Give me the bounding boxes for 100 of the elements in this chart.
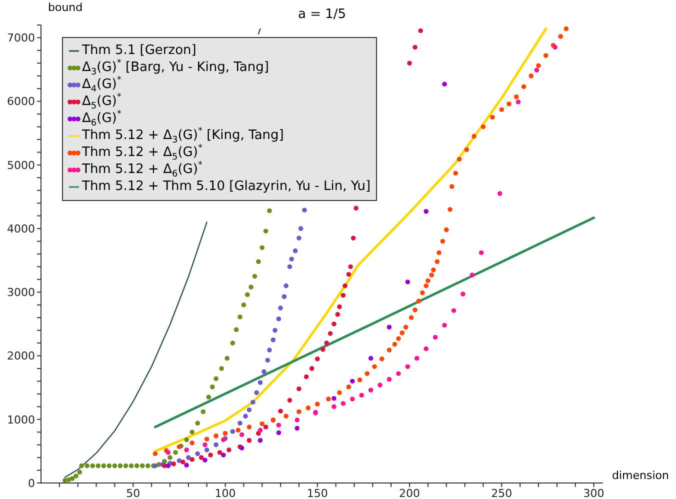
point <box>324 340 330 346</box>
point <box>278 306 283 310</box>
point <box>246 424 252 430</box>
legend-label: Δ$_{6}$(G)$^{*}$ <box>82 110 122 129</box>
point <box>101 463 106 468</box>
point <box>258 380 263 385</box>
point <box>314 402 320 407</box>
point <box>222 430 228 436</box>
point <box>309 366 314 371</box>
point <box>296 236 302 240</box>
point <box>140 463 145 468</box>
point <box>448 207 452 212</box>
x-tick-label: 150 <box>306 486 328 499</box>
y-tick-label: 7000 <box>7 32 35 45</box>
point <box>287 264 292 270</box>
point <box>424 346 429 352</box>
point <box>314 356 320 362</box>
point <box>152 451 158 456</box>
point <box>184 437 189 442</box>
point <box>204 436 210 442</box>
point <box>284 414 288 419</box>
point <box>248 284 254 290</box>
point <box>208 452 213 458</box>
point <box>202 458 208 462</box>
point <box>478 250 484 256</box>
point <box>456 156 462 162</box>
y-tick-label: 4000 <box>7 222 35 236</box>
point <box>453 170 458 176</box>
y-tick-label: 2000 <box>7 350 35 363</box>
point <box>70 476 75 481</box>
point <box>342 283 348 288</box>
point <box>346 272 352 277</box>
point <box>250 400 256 405</box>
y-tick-label: 6000 <box>7 95 35 108</box>
point <box>534 68 540 73</box>
point <box>298 226 304 231</box>
y-tick-label: 5000 <box>7 158 35 172</box>
point <box>79 463 84 468</box>
point <box>230 340 236 346</box>
point <box>256 259 261 264</box>
point <box>464 147 470 152</box>
point <box>184 448 189 452</box>
y-tick-label: 0 <box>28 476 35 490</box>
point <box>195 451 200 456</box>
point <box>238 420 242 426</box>
point <box>123 463 128 468</box>
point <box>276 316 282 322</box>
point <box>400 330 405 336</box>
point <box>236 428 241 433</box>
point <box>258 438 263 443</box>
point <box>219 366 224 371</box>
point <box>429 272 434 278</box>
point <box>386 324 392 330</box>
point <box>276 422 282 428</box>
point <box>214 376 218 382</box>
point <box>403 324 408 330</box>
point <box>564 26 569 32</box>
x-tick-label: 100 <box>214 486 236 499</box>
point <box>350 236 356 240</box>
point <box>118 463 123 468</box>
point <box>405 280 410 284</box>
x-tick-label: 200 <box>399 486 420 499</box>
point <box>426 278 430 284</box>
point <box>337 390 342 396</box>
point <box>302 208 307 213</box>
point <box>186 455 191 460</box>
point <box>357 378 362 382</box>
y-tick-label: 1000 <box>7 413 35 426</box>
point <box>195 420 200 426</box>
point <box>210 384 215 390</box>
point <box>292 248 298 254</box>
point <box>246 407 252 412</box>
point <box>263 228 268 234</box>
point <box>396 371 401 376</box>
point <box>424 208 429 214</box>
point <box>332 322 336 326</box>
point <box>499 107 504 112</box>
point <box>226 448 232 452</box>
point <box>214 442 218 448</box>
point <box>267 348 272 352</box>
point <box>368 356 374 361</box>
point <box>241 302 246 308</box>
point <box>354 206 358 211</box>
point <box>408 315 414 320</box>
point <box>442 322 447 328</box>
point <box>184 462 189 468</box>
point <box>106 463 112 468</box>
point <box>239 432 244 438</box>
point <box>497 191 502 196</box>
point <box>198 455 204 460</box>
point <box>74 474 78 478</box>
point <box>204 448 210 452</box>
point <box>128 463 134 468</box>
point <box>206 394 212 400</box>
point <box>200 409 206 414</box>
legend-label: Thm 5.12 + Δ$_{6}$(G)$^{*}$ <box>82 160 202 180</box>
point <box>262 369 266 374</box>
point <box>359 392 364 398</box>
point <box>328 331 333 336</box>
point <box>296 409 302 414</box>
